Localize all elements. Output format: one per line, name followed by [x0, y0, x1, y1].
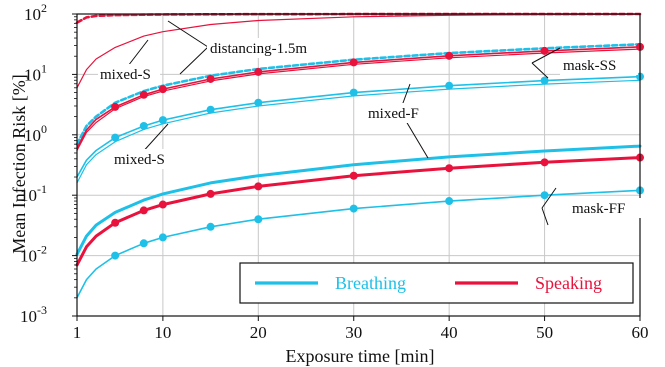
- series-line-5: [76, 48, 641, 152]
- data-point: [158, 85, 167, 94]
- svg-text:mixed-S: mixed-S: [114, 152, 165, 168]
- annotation-mixed-f: mixed-F: [365, 103, 431, 123]
- data-point: [111, 251, 120, 260]
- annotation-leaders: [127, 20, 561, 226]
- data-point: [111, 133, 120, 142]
- y-axis-title: Mean Infection Risk [%]: [9, 74, 29, 253]
- data-point: [158, 233, 167, 242]
- x-tick-label: 50: [536, 323, 553, 342]
- y-tick-label: 102: [24, 1, 47, 24]
- legend: Breathing Speaking: [239, 262, 634, 304]
- data-point: [445, 164, 454, 173]
- leader-distancing: [167, 20, 209, 48]
- data-point: [139, 90, 148, 99]
- data-point: [254, 215, 263, 224]
- marker-layer: [111, 42, 644, 260]
- data-point: [111, 218, 120, 227]
- annotation-mask-ss: mask-SS: [560, 55, 638, 75]
- data-point: [158, 116, 167, 125]
- x-tick-label: 1: [73, 323, 82, 342]
- series-layer: [75, 12, 642, 299]
- annotation-mixed-s-bottom: mixed-S: [112, 149, 176, 169]
- data-point: [158, 200, 167, 209]
- data-point: [206, 189, 215, 198]
- data-point: [540, 76, 549, 85]
- series-line-1: [76, 75, 641, 178]
- series-line-2: [75, 42, 642, 146]
- legend-speaking-label: Speaking: [535, 273, 602, 293]
- series-line-7: [75, 12, 642, 24]
- leader-mixed-s-top: [127, 39, 149, 67]
- data-point: [139, 239, 148, 248]
- x-tick-label: 20: [250, 323, 267, 342]
- svg-text:mask-FF: mask-FF: [572, 201, 625, 217]
- data-point: [254, 182, 263, 191]
- leader-mask-ff-2: [541, 207, 549, 226]
- data-point: [349, 58, 358, 67]
- plot-frame: [76, 13, 641, 317]
- data-point: [349, 204, 358, 213]
- data-point: [349, 88, 358, 97]
- annotation-distancing: distancing-1.5m: [207, 38, 335, 58]
- leader-mask-ss-2: [531, 62, 549, 79]
- x-tick-label: 10: [154, 323, 171, 342]
- y-tick-label: 10-3: [20, 303, 47, 326]
- legend-breathing-label: Breathing: [335, 273, 406, 293]
- x-tick-label: 40: [441, 323, 458, 342]
- data-point: [445, 51, 454, 60]
- data-point: [206, 74, 215, 83]
- data-point: [540, 191, 549, 200]
- svg-text:mixed-F: mixed-F: [368, 106, 419, 122]
- data-point: [540, 158, 549, 167]
- x-axis-title: Exposure time [min]: [286, 346, 435, 366]
- series-line-4: [76, 189, 641, 299]
- series-line-9: [75, 156, 642, 267]
- x-tick-label: 30: [345, 323, 362, 342]
- data-point: [445, 197, 454, 206]
- data-point: [254, 67, 263, 76]
- svg-text:mixed-S: mixed-S: [100, 67, 151, 83]
- data-point: [445, 81, 454, 90]
- svg-text:mask-SS: mask-SS: [563, 58, 616, 74]
- x-tick-label: 60: [632, 323, 649, 342]
- annotation-mask-ff: mask-FF: [570, 198, 644, 218]
- series-line-0: [76, 79, 641, 184]
- data-point: [540, 46, 549, 55]
- leader-mask-ss: [531, 47, 561, 64]
- series-line-8: [76, 13, 641, 89]
- data-point: [111, 102, 120, 111]
- svg-text:distancing-1.5m: distancing-1.5m: [210, 41, 307, 57]
- leader-mask-ff: [541, 187, 557, 209]
- series-line-3: [75, 144, 642, 256]
- data-point: [139, 206, 148, 215]
- data-point: [349, 171, 358, 180]
- data-point: [206, 222, 215, 231]
- data-point: [254, 98, 263, 107]
- data-point: [206, 105, 215, 114]
- series-line-6: [76, 46, 641, 149]
- annotation-mixed-s-top: mixed-S: [98, 64, 160, 84]
- data-point: [139, 121, 148, 130]
- leader-distancing-2: [179, 46, 209, 75]
